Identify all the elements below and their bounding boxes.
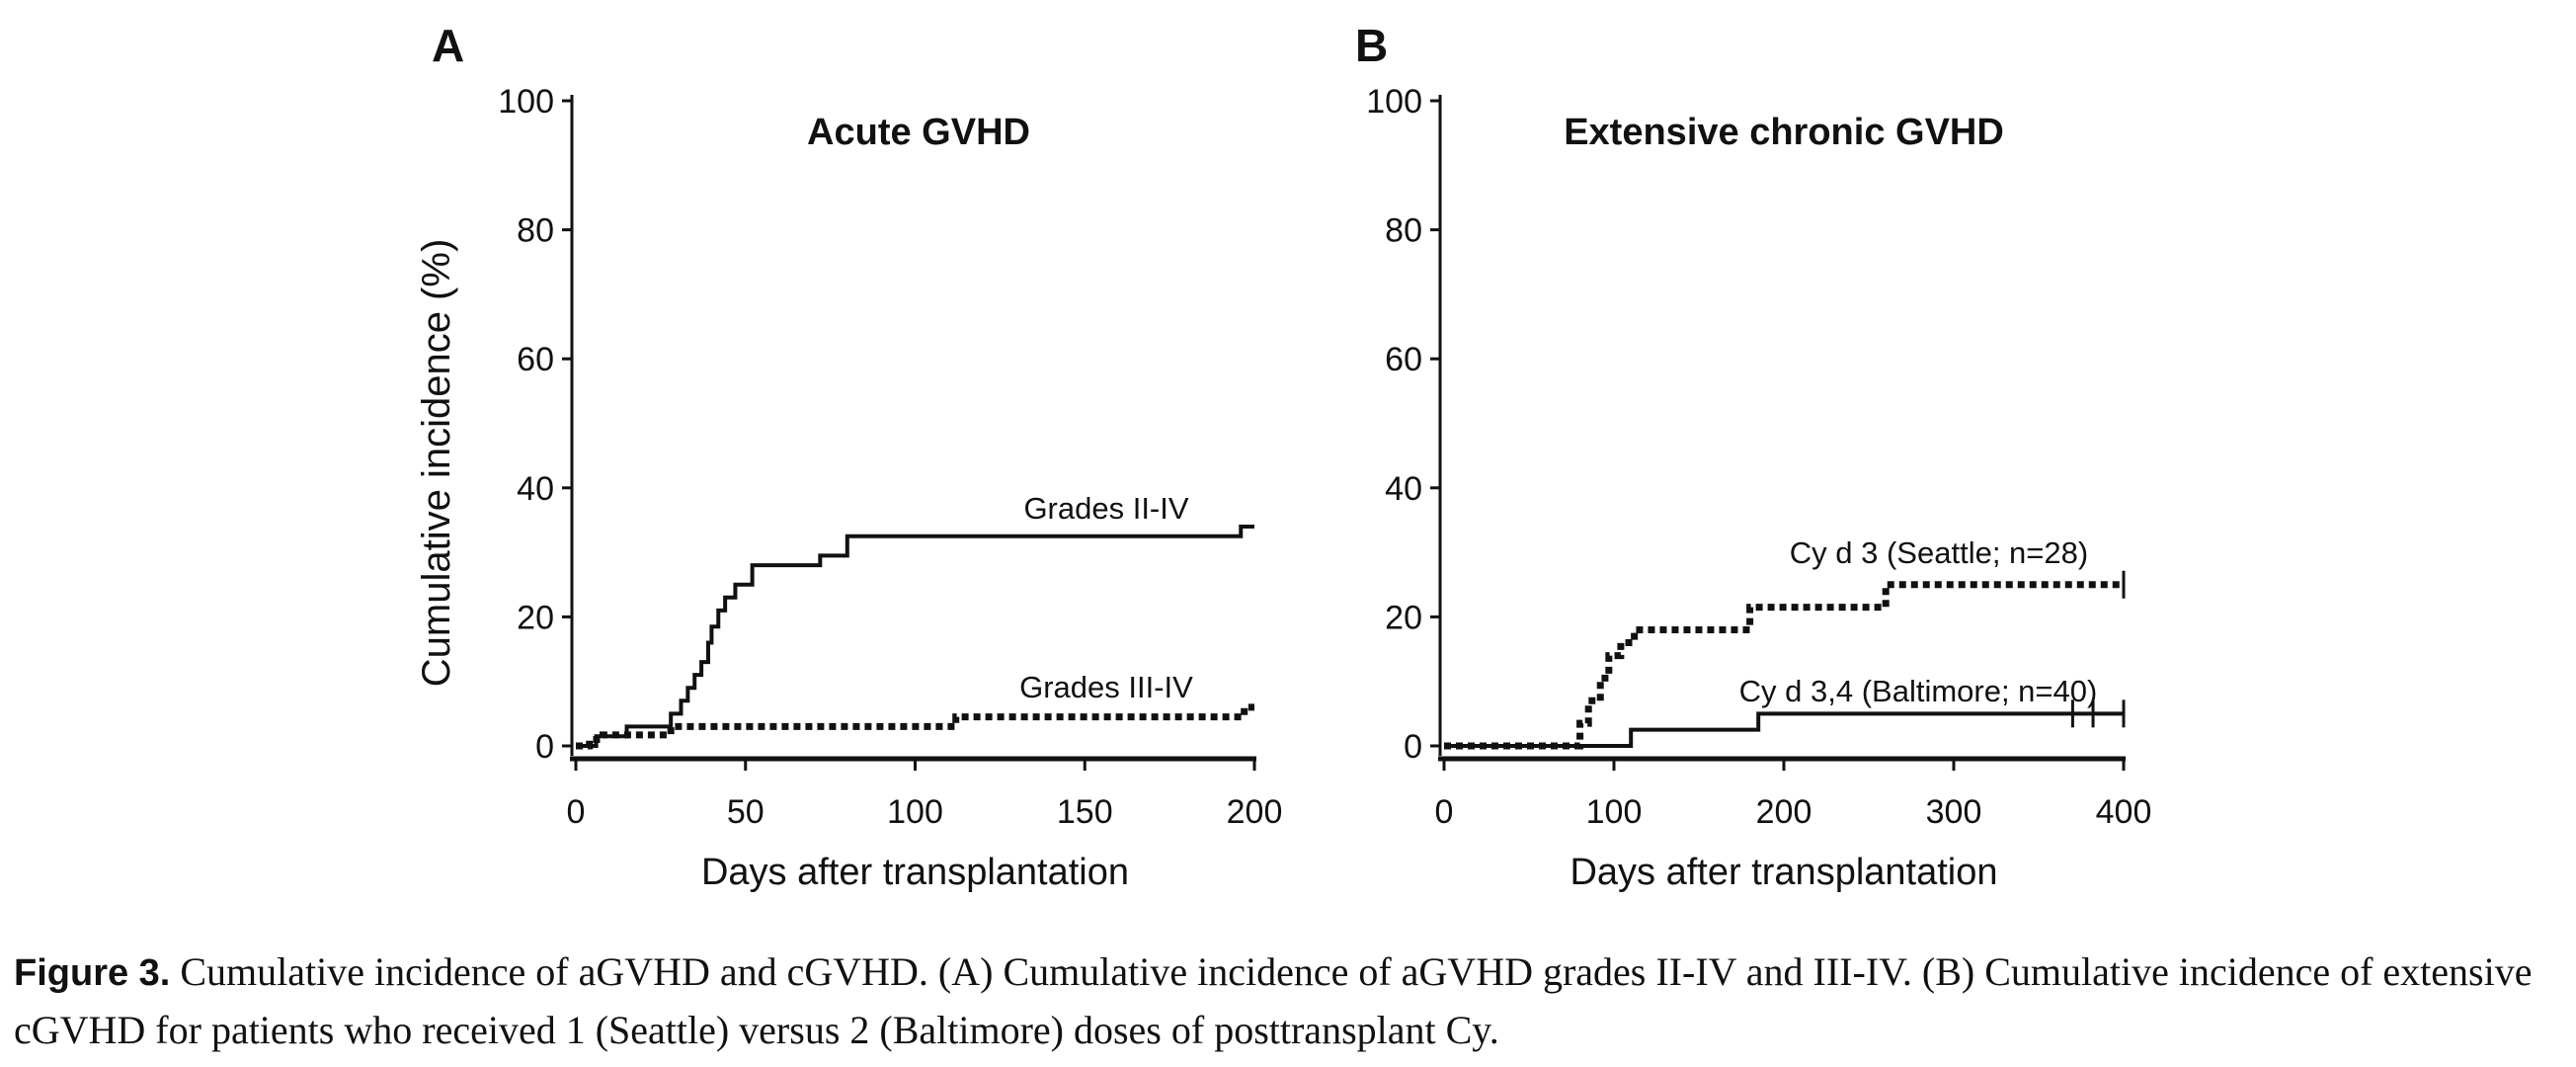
panel-a-x-tick-label: 150 — [1057, 793, 1113, 831]
panel-b-y-tick-label: 0 — [1404, 728, 1422, 766]
panel-a-y-tick-label: 100 — [498, 83, 554, 121]
panel-a-series-2-line — [576, 703, 1254, 750]
panel-a-x-tick-label: 50 — [727, 793, 765, 831]
panel-b-title: Extensive chronic GVHD — [1564, 112, 2004, 153]
panel-b-x-axis-label: Days after transplantation — [1570, 852, 1997, 893]
panel-b-series-1-line — [1444, 581, 2124, 750]
panel-a-y-tick-label: 40 — [517, 470, 554, 508]
panel-a-y-tick-label: 20 — [517, 599, 554, 636]
panel-a-x-tick-label: 200 — [1227, 793, 1283, 831]
panel-a-x-tick-label: 0 — [567, 793, 586, 831]
panel-b-y-tick-label: 80 — [1385, 212, 1422, 250]
panel-b-x-tick-label: 200 — [1756, 793, 1812, 831]
panel-a-y-tick-label: 60 — [517, 341, 554, 378]
panel-b-y-tick-label: 20 — [1385, 599, 1422, 636]
panel-b-x-tick-label: 300 — [1926, 793, 1982, 831]
panel-a-series-1-label: Grades II-IV — [1023, 491, 1188, 526]
panel-b-x-tick-label: 400 — [2096, 793, 2152, 831]
caption-label: Figure 3. — [14, 952, 171, 994]
panel-b-y-tick-label: 40 — [1385, 470, 1422, 508]
figure-caption: Figure 3. Cumulative incidence of aGVHD … — [14, 944, 2562, 1059]
caption-text: Cumulative incidence of aGVHD and cGVHD.… — [14, 949, 2533, 1052]
panel-a-series-2-label: Grades III-IV — [1019, 670, 1193, 704]
panel-a-x-axis-label: Days after transplantation — [701, 852, 1129, 893]
panel-b-y-tick-label: 60 — [1385, 341, 1422, 378]
panel-b-label: B — [1355, 20, 1388, 71]
panel-a-y-axis-label: Cumulative incidence (%) — [415, 239, 458, 688]
panel-b-x-tick-label: 100 — [1586, 793, 1643, 831]
panel-a-y-tick-label: 80 — [517, 212, 554, 250]
panel-b-y-tick-label: 100 — [1366, 83, 1422, 121]
panel-a-series-1-line — [576, 524, 1254, 748]
panel-b-series-1-label: Cy d 3 (Seattle; n=28) — [1790, 535, 2088, 570]
panel-b-series-2-line — [1444, 711, 2124, 748]
panel-a-label: A — [432, 20, 464, 71]
panel-a-x-tick-label: 100 — [887, 793, 943, 831]
panel-b-series-2-label: Cy d 3,4 (Baltimore; n=40) — [1739, 674, 2098, 708]
panel-a-y-tick-label: 0 — [535, 728, 554, 766]
panel-a-title: Acute GVHD — [807, 112, 1030, 153]
panel-b-x-tick-label: 0 — [1435, 793, 1454, 831]
